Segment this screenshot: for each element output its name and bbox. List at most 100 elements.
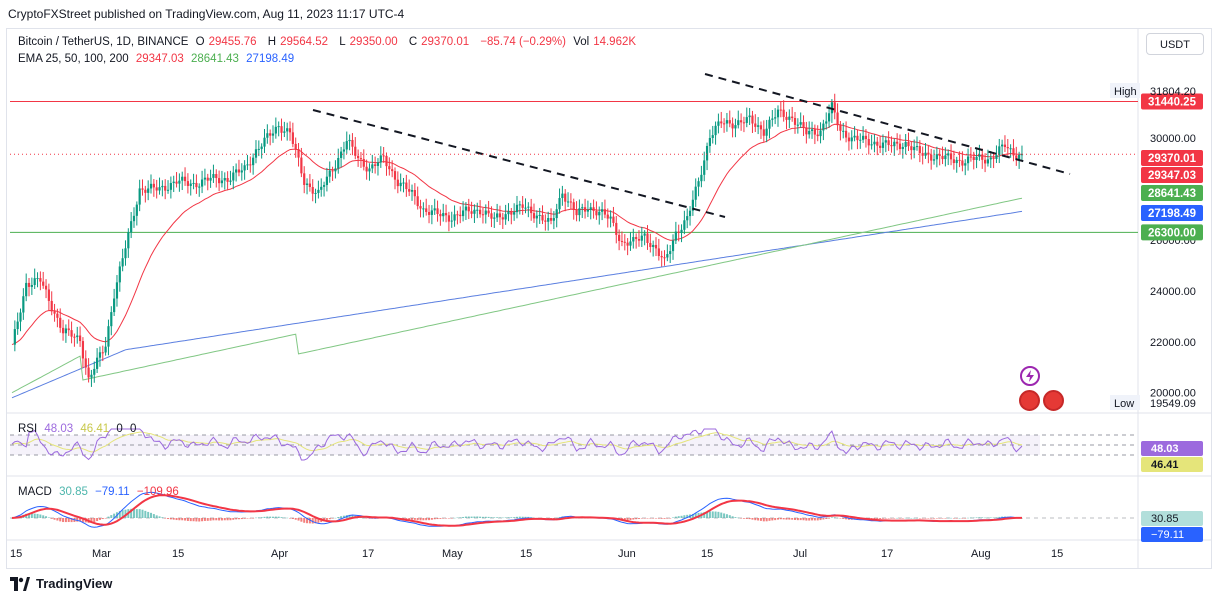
macd-histogram-bar <box>632 518 635 520</box>
macd-histogram-bar <box>550 518 553 519</box>
macd-histogram-bar <box>195 518 198 522</box>
macd-histogram-bar <box>969 517 972 519</box>
candle-up <box>796 124 799 126</box>
macd-histogram-bar <box>150 512 153 518</box>
candle-down <box>887 140 890 146</box>
macd-histogram-bar <box>493 517 496 518</box>
macd-histogram-bar <box>272 516 275 518</box>
candle-down <box>186 181 189 186</box>
macd-histogram-bar <box>280 517 283 518</box>
macd-histogram-bar <box>663 518 666 519</box>
macd-histogram-bar <box>368 518 371 519</box>
macd-histogram-bar <box>720 512 723 518</box>
macd-histogram-bar <box>283 517 286 519</box>
candle-down <box>728 120 731 124</box>
candle-down <box>575 210 578 216</box>
candle-up <box>16 321 19 330</box>
candle-up <box>947 153 950 156</box>
price-label-bg <box>1141 167 1203 183</box>
macd-histogram-bar <box>209 518 212 521</box>
x-tick-label: Jun <box>618 548 636 560</box>
macd-histogram-bar <box>947 517 950 519</box>
candle-up <box>680 229 683 233</box>
candle-down <box>385 155 388 167</box>
high-tag: High <box>1114 86 1137 98</box>
candle-up <box>581 207 584 209</box>
macd-histogram-bar <box>337 517 340 518</box>
candle-up <box>842 130 845 132</box>
candle-down <box>844 130 848 138</box>
candle-up <box>345 141 348 150</box>
macd-histogram-bar <box>212 518 215 521</box>
candle-up <box>705 145 709 161</box>
candle-down <box>291 132 294 144</box>
macd-histogram-bar <box>706 511 709 518</box>
lightning-icon[interactable] <box>1020 366 1040 386</box>
macd-histogram-bar <box>799 518 802 521</box>
macd-histogram-bar <box>876 518 879 519</box>
macd-histogram-bar <box>933 518 936 519</box>
candle-up <box>430 210 433 215</box>
candle-up <box>552 218 555 221</box>
candle-up <box>220 180 224 184</box>
us-flag-event-icon[interactable] <box>1019 390 1040 411</box>
us-flag-event-icon-2[interactable] <box>1043 390 1064 411</box>
candle-up <box>115 282 119 299</box>
macd-histogram-bar <box>42 515 45 518</box>
candle-up <box>410 190 414 192</box>
macd-histogram-bar <box>490 517 493 518</box>
macd-histogram-bar <box>254 517 257 519</box>
candle-up <box>904 141 907 147</box>
candle-up <box>379 155 382 163</box>
macd-histogram-bar <box>144 510 147 518</box>
macd-histogram-bar <box>155 515 158 518</box>
macd-histogram-bar <box>842 518 845 519</box>
candle-up <box>320 186 323 190</box>
candle-up <box>535 215 538 219</box>
candle-up <box>124 248 127 259</box>
candle-up <box>711 135 714 138</box>
candle-up <box>944 155 947 160</box>
currency-button[interactable]: USDT <box>1146 33 1204 55</box>
macd-histogram-bar <box>839 518 842 519</box>
candle-down <box>501 217 504 220</box>
macd-histogram-bar <box>498 517 501 518</box>
candle-up <box>995 155 998 159</box>
macd-histogram-bar <box>56 518 59 521</box>
candle-down <box>615 222 618 235</box>
candle-up <box>884 140 887 143</box>
macd-histogram-bar <box>158 516 161 518</box>
macd-histogram-bar <box>456 517 459 519</box>
macd-histogram-bar <box>913 517 916 519</box>
macd-histogram-bar <box>822 518 825 520</box>
candle-up <box>932 159 936 161</box>
macd-histogram-bar <box>728 515 731 518</box>
candle-down <box>479 209 482 215</box>
candle-up <box>203 177 207 180</box>
macd-histogram-bar <box>887 518 890 519</box>
macd-histogram-bar <box>513 517 516 518</box>
candle-up <box>547 218 550 222</box>
candle-up <box>765 128 768 136</box>
candle-up <box>986 159 990 164</box>
candle-down <box>938 154 941 156</box>
macd-histogram-bar <box>138 509 141 518</box>
candle-up <box>862 135 865 140</box>
ohlc-open: O 29455.76 <box>195 36 257 48</box>
macd-histogram-bar <box>813 518 816 521</box>
macd-histogram-bar <box>297 518 300 521</box>
candle-up <box>822 123 825 131</box>
candle-down <box>791 116 794 119</box>
macd-histogram-bar <box>79 518 82 522</box>
candle-down <box>969 156 973 158</box>
candle-down <box>374 164 377 166</box>
macd-histogram-bar <box>277 516 280 518</box>
macd-histogram-bar <box>422 518 425 521</box>
candle-up <box>799 122 802 125</box>
candle-up <box>232 172 235 181</box>
macd-histogram-bar <box>794 518 797 521</box>
macd-histogram-bar <box>828 518 831 519</box>
candle-down <box>87 367 90 378</box>
candle-down <box>303 173 306 185</box>
